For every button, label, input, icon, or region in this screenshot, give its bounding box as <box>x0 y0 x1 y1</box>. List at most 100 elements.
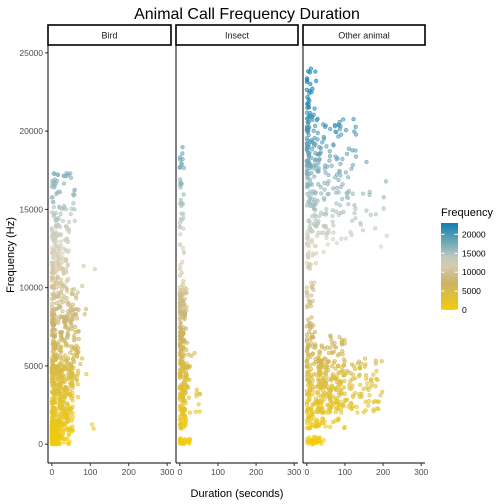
data-point <box>337 393 342 398</box>
data-point <box>49 304 55 310</box>
data-point <box>304 76 310 81</box>
data-point <box>49 369 55 374</box>
data-point <box>187 410 193 415</box>
data-point <box>342 363 347 368</box>
data-point <box>342 378 347 384</box>
facet-strip <box>47 24 172 46</box>
data-point <box>366 403 371 408</box>
data-point <box>60 408 66 413</box>
x-tick-label: 200 <box>122 467 136 477</box>
data-point <box>334 209 339 214</box>
data-point <box>49 278 55 283</box>
data-point <box>326 350 331 355</box>
data-point <box>64 387 69 393</box>
data-point <box>321 438 326 443</box>
data-point <box>177 225 183 230</box>
data-point <box>312 106 317 111</box>
data-point <box>371 399 376 405</box>
data-point <box>305 382 311 388</box>
data-point <box>305 105 310 110</box>
data-point <box>308 81 313 86</box>
data-point <box>309 293 314 298</box>
data-point <box>321 249 326 255</box>
data-point <box>380 389 385 394</box>
data-point <box>306 102 311 107</box>
data-point <box>354 404 359 410</box>
data-point <box>70 398 75 403</box>
data-point <box>304 260 309 266</box>
data-point <box>313 163 319 168</box>
data-point <box>324 235 329 241</box>
data-point <box>328 424 333 429</box>
data-point <box>304 410 309 415</box>
data-point <box>361 386 366 391</box>
data-point <box>61 181 67 186</box>
data-point <box>318 184 323 190</box>
data-point <box>371 407 376 412</box>
data-point <box>182 379 187 384</box>
facet-strip <box>302 24 426 46</box>
data-point <box>49 399 55 405</box>
data-point <box>70 291 75 296</box>
data-point <box>343 236 348 241</box>
data-point <box>368 212 373 217</box>
data-point <box>178 285 183 290</box>
data-point <box>352 129 357 134</box>
data-point <box>305 371 310 377</box>
data-point <box>181 192 186 197</box>
data-point <box>335 363 341 369</box>
data-point <box>334 172 340 177</box>
x-tick-label: 300 <box>160 467 174 477</box>
data-point <box>49 226 54 231</box>
data-point <box>313 424 318 429</box>
data-point <box>373 384 378 389</box>
data-point <box>68 382 74 387</box>
data-point <box>341 117 346 122</box>
data-point <box>349 166 354 171</box>
data-point <box>55 274 60 279</box>
data-point <box>179 181 184 186</box>
data-point <box>306 330 312 335</box>
data-point <box>336 212 341 217</box>
legend-label: 20000 <box>462 229 486 239</box>
data-point <box>336 416 341 421</box>
facet-strip-label: Bird <box>101 31 117 41</box>
data-point <box>56 416 61 421</box>
data-point <box>332 124 338 129</box>
data-point <box>316 406 322 411</box>
data-point <box>74 377 79 383</box>
y-tick-label: 20000 <box>19 126 43 136</box>
legend-label: 5000 <box>462 286 481 296</box>
data-point <box>340 182 345 187</box>
data-point <box>373 226 378 231</box>
data-point <box>74 316 80 321</box>
data-point <box>49 250 55 256</box>
data-point <box>355 361 360 366</box>
data-point <box>340 348 345 354</box>
data-point <box>57 283 62 288</box>
data-point <box>327 153 333 159</box>
data-point <box>68 212 73 217</box>
data-point <box>69 317 74 322</box>
data-point <box>62 394 67 399</box>
data-point <box>82 312 87 317</box>
x-tick-label: 0 <box>177 467 182 477</box>
data-point <box>307 379 312 384</box>
data-point <box>353 132 359 137</box>
panel-other-animal: Other animal 0 100 200 300 <box>302 24 429 477</box>
data-point <box>350 404 356 409</box>
data-point <box>192 350 197 356</box>
data-point <box>307 224 312 229</box>
chart-title: Animal Call Frequency Duration <box>134 6 360 23</box>
data-point <box>343 397 348 403</box>
data-point <box>304 285 309 290</box>
data-point <box>362 364 367 369</box>
data-point <box>63 343 68 348</box>
data-point <box>58 239 63 244</box>
data-point <box>314 78 319 83</box>
data-point <box>353 124 358 129</box>
data-point <box>56 320 61 325</box>
data-point <box>55 364 60 369</box>
data-point <box>325 192 330 197</box>
data-point <box>308 407 313 412</box>
